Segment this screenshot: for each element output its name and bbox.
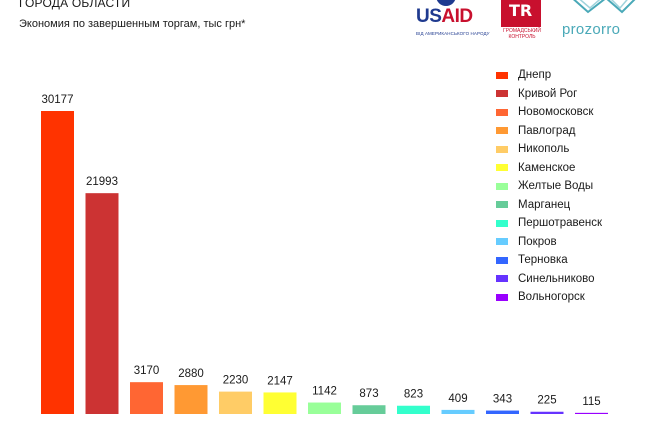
- legend-item: Терновка: [496, 251, 602, 270]
- bar-value-label: 873: [359, 388, 378, 400]
- legend-label: Новомосковск: [518, 106, 594, 119]
- legend-item: Павлоград: [496, 122, 602, 141]
- bar-8: [352, 405, 386, 414]
- bar-value-label: 115: [582, 396, 600, 408]
- bar-10: [441, 409, 475, 414]
- chart-legend: Днепр Кривой Рог Новомосковск Павлоград Нико…: [496, 66, 602, 307]
- legend-label: Терновка: [518, 254, 568, 267]
- hromadskyi-kontrol-letters: TR: [509, 1, 533, 20]
- bar-3: [130, 382, 163, 414]
- usaid-tagline: ВІД АМЕРИКАНСЬКОГО НАРОДУ: [416, 31, 490, 36]
- legend-label: Марганец: [518, 198, 571, 211]
- legend-item: Днепр: [496, 66, 602, 85]
- bar-9: [397, 405, 430, 414]
- bar-value-label: 21993: [86, 176, 118, 188]
- bar-2: [85, 193, 119, 414]
- bar-value-label: 30177: [42, 94, 74, 106]
- prozorro-logo-text: prozorro: [562, 21, 621, 38]
- bar-value-label: 343: [493, 394, 512, 406]
- legend-swatch: [496, 293, 508, 301]
- legend-label: Вольногорск: [518, 291, 585, 304]
- bar-13: [575, 412, 608, 414]
- legend-label: Желтые Воды: [518, 180, 594, 193]
- usaid-logo-text: USAID: [416, 6, 473, 27]
- page-title: ГОРОДА ОБЛАСТИ: [19, 0, 131, 10]
- legend-swatch: [496, 127, 508, 135]
- legend-swatch: [496, 145, 508, 153]
- bar-12: [530, 411, 564, 414]
- bar-value-label: 409: [448, 393, 467, 405]
- legend-item: Покров: [496, 233, 602, 252]
- legend-swatch: [496, 238, 508, 246]
- chart-subtitle: Экономия по завершенным торгам, тыс грн*: [19, 18, 246, 30]
- legend-item: Синельниково: [496, 270, 602, 289]
- legend-swatch: [496, 164, 508, 172]
- bar-7: [308, 402, 341, 414]
- legend-item: Желтые Воды: [496, 177, 602, 196]
- bar-value-label: 225: [537, 395, 556, 407]
- legend-swatch: [496, 219, 508, 227]
- bar-value-label: 2230: [223, 375, 249, 387]
- legend-label: Каменское: [518, 161, 576, 174]
- legend-swatch: [496, 90, 508, 98]
- legend-label: Синельниково: [518, 272, 595, 285]
- legend-item: Кривой Рог: [496, 85, 602, 104]
- bar-value-label: 1142: [312, 386, 337, 398]
- bar-4: [174, 385, 208, 414]
- legend-label: Днепр: [518, 69, 552, 82]
- bar-value-label: 823: [404, 389, 423, 401]
- legend-item: Марганец: [496, 196, 602, 215]
- legend-label: Кривой Рог: [518, 87, 578, 100]
- legend-swatch: [496, 275, 508, 283]
- legend-label: Павлоград: [518, 124, 576, 137]
- legend-item: Новомосковск: [496, 103, 602, 122]
- hromadskyi-kontrol-logo: [501, 0, 541, 27]
- legend-swatch: [496, 108, 508, 116]
- legend-item: Вольногорск: [496, 288, 602, 307]
- legend-swatch: [496, 182, 508, 190]
- bar-5: [219, 391, 252, 414]
- legend-item: Каменское: [496, 159, 602, 178]
- legend-label: Першотравенск: [518, 217, 602, 230]
- legend-label: Покров: [518, 235, 557, 248]
- legend-item: Никополь: [496, 140, 602, 159]
- bar-11: [486, 410, 519, 414]
- bar-1: [41, 111, 74, 414]
- legend-item: Першотравенск: [496, 214, 602, 233]
- legend-swatch: [496, 201, 508, 209]
- hromadskyi-kontrol-caption: ГРОМАДСЬКИЙ КОНТРОЛЬ: [503, 28, 541, 40]
- legend-swatch: [496, 71, 508, 79]
- bar-value-label: 3170: [134, 365, 160, 377]
- bar-value-label: 2880: [178, 368, 204, 380]
- logo-bar: USAID ВІД АМЕРИКАНСЬКОГО НАРОДУ TR ГРОМА…: [0, 0, 650, 50]
- usaid-seal-icon: [436, 0, 456, 6]
- legend-label: Никополь: [518, 143, 570, 156]
- bar-6: [263, 392, 297, 414]
- legend-swatch: [496, 256, 508, 264]
- bar-value-label: 2147: [267, 375, 293, 387]
- prozorro-mark-icon: [572, 0, 636, 14]
